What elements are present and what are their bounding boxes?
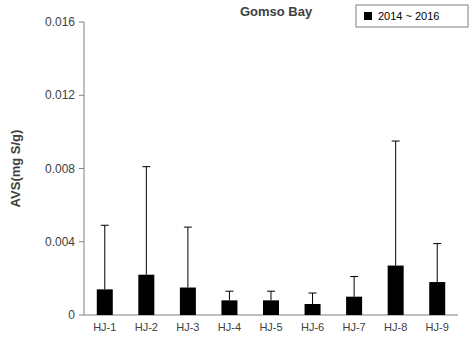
error-bar [225, 291, 233, 300]
bar [221, 300, 237, 315]
x-tick-label: HJ-4 [218, 321, 241, 333]
error-bar [309, 293, 317, 304]
y-tick-label: 0.016 [45, 15, 75, 29]
error-bar [267, 291, 275, 300]
y-tick-label: 0 [68, 308, 75, 322]
error-bar [433, 244, 441, 282]
legend: 2014 ~ 2016 [356, 5, 468, 27]
y-axis-label: AVS(mg S/g) [8, 130, 23, 208]
y-tick [79, 168, 84, 169]
y-tick [79, 241, 84, 242]
plot-marks [97, 141, 445, 315]
x-tick-label: HJ-6 [301, 321, 324, 333]
bar [138, 275, 154, 315]
x-tick-label: HJ-5 [259, 321, 282, 333]
bar [263, 300, 279, 315]
error-bar [350, 277, 358, 297]
y-tick-label: 0.012 [45, 88, 75, 102]
chart: Gomso Bay AVS(mg S/g) 0 0.004 0.008 0.012 0.01… [0, 0, 474, 353]
error-bar [184, 227, 192, 287]
y-tick [79, 95, 84, 96]
bar [180, 288, 196, 315]
error-bar [392, 141, 400, 266]
legend-swatch [364, 12, 372, 20]
y-tick [79, 315, 84, 316]
legend-box [356, 5, 468, 27]
y-axis [84, 22, 85, 315]
bar [97, 289, 113, 315]
y-tick-label: 0.008 [45, 162, 75, 176]
bar [388, 266, 404, 315]
x-tick-label: HJ-3 [176, 321, 199, 333]
title: Gomso Bay [240, 4, 313, 19]
bar [346, 297, 362, 315]
y-tick-label: 0.004 [45, 235, 75, 249]
error-bar [101, 225, 109, 289]
x-tick-label: HJ-1 [93, 321, 116, 333]
x-tick-label: HJ-8 [384, 321, 407, 333]
legend-label: 2014 ~ 2016 [378, 10, 439, 22]
error-bar [142, 167, 150, 275]
x-tick-label: HJ-7 [342, 321, 365, 333]
y-tick [79, 22, 84, 23]
bar [429, 282, 445, 315]
x-tick-label: HJ-2 [135, 321, 158, 333]
x-tick-label: HJ-9 [426, 321, 449, 333]
bar [305, 304, 321, 315]
